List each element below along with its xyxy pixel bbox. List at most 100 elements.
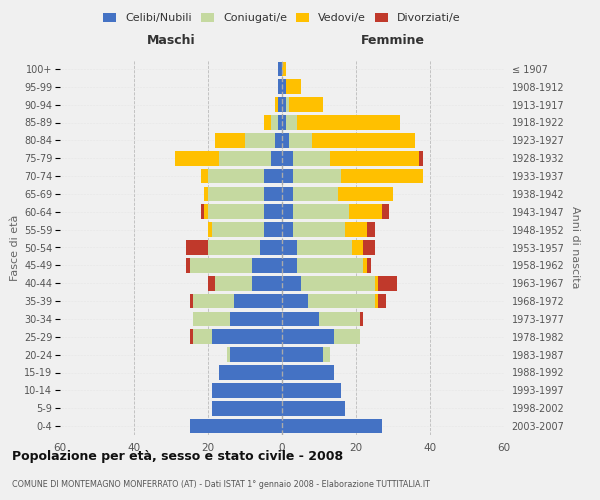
Bar: [367, 222, 374, 237]
Bar: [282, 80, 286, 94]
Bar: [282, 204, 293, 219]
Bar: [219, 365, 282, 380]
Bar: [186, 240, 208, 255]
Bar: [374, 294, 378, 308]
Bar: [253, 276, 282, 290]
Bar: [263, 204, 282, 219]
Bar: [364, 240, 374, 255]
Bar: [245, 133, 275, 148]
Bar: [278, 80, 282, 94]
Bar: [282, 98, 286, 112]
Bar: [367, 258, 371, 272]
Bar: [193, 312, 230, 326]
Bar: [330, 151, 419, 166]
Bar: [293, 222, 345, 237]
Bar: [374, 276, 378, 290]
Bar: [297, 258, 364, 272]
Bar: [341, 168, 422, 184]
Bar: [378, 276, 397, 290]
Bar: [263, 222, 282, 237]
Bar: [352, 240, 364, 255]
Bar: [193, 330, 212, 344]
Bar: [282, 401, 345, 415]
Bar: [204, 186, 208, 201]
Bar: [212, 401, 282, 415]
Bar: [319, 312, 360, 326]
Bar: [271, 151, 282, 166]
Bar: [282, 115, 286, 130]
Bar: [219, 151, 271, 166]
Bar: [212, 222, 263, 237]
Bar: [253, 258, 282, 272]
Bar: [282, 276, 301, 290]
Bar: [382, 204, 389, 219]
Bar: [282, 240, 297, 255]
Bar: [230, 348, 282, 362]
Bar: [282, 365, 334, 380]
Y-axis label: Fasce di età: Fasce di età: [10, 214, 20, 280]
Text: Femmine: Femmine: [361, 34, 425, 48]
Bar: [208, 204, 263, 219]
Bar: [212, 330, 282, 344]
Bar: [337, 186, 393, 201]
Bar: [293, 151, 330, 166]
Bar: [215, 133, 245, 148]
Bar: [208, 168, 263, 184]
Bar: [289, 133, 311, 148]
Bar: [286, 115, 297, 130]
Bar: [301, 276, 374, 290]
Bar: [419, 151, 422, 166]
Bar: [234, 294, 282, 308]
Bar: [286, 80, 301, 94]
Bar: [349, 204, 382, 219]
Bar: [282, 258, 297, 272]
Bar: [263, 168, 282, 184]
Bar: [297, 115, 400, 130]
Bar: [293, 168, 341, 184]
Text: Popolazione per età, sesso e stato civile - 2008: Popolazione per età, sesso e stato civil…: [12, 450, 343, 463]
Bar: [282, 133, 289, 148]
Bar: [175, 151, 219, 166]
Text: COMUNE DI MONTEMAGNO MONFERRATO (AT) - Dati ISTAT 1° gennaio 2008 - Elaborazione: COMUNE DI MONTEMAGNO MONFERRATO (AT) - D…: [12, 480, 430, 489]
Bar: [311, 133, 415, 148]
Bar: [282, 348, 323, 362]
Bar: [208, 240, 260, 255]
Bar: [260, 240, 282, 255]
Bar: [263, 186, 282, 201]
Bar: [230, 312, 282, 326]
Bar: [289, 98, 323, 112]
Bar: [200, 168, 208, 184]
Bar: [278, 98, 282, 112]
Bar: [278, 62, 282, 76]
Bar: [282, 312, 319, 326]
Bar: [282, 186, 293, 201]
Bar: [263, 115, 271, 130]
Bar: [282, 383, 341, 398]
Bar: [282, 62, 286, 76]
Bar: [271, 115, 278, 130]
Bar: [334, 330, 360, 344]
Bar: [286, 98, 289, 112]
Y-axis label: Anni di nascita: Anni di nascita: [570, 206, 580, 289]
Legend: Celibi/Nubili, Coniugati/e, Vedovi/e, Divorziati/e: Celibi/Nubili, Coniugati/e, Vedovi/e, Di…: [99, 8, 465, 28]
Bar: [364, 258, 367, 272]
Bar: [378, 294, 386, 308]
Bar: [190, 419, 282, 434]
Bar: [186, 258, 190, 272]
Bar: [293, 186, 337, 201]
Bar: [282, 151, 293, 166]
Bar: [293, 204, 349, 219]
Bar: [297, 240, 352, 255]
Bar: [282, 294, 308, 308]
Bar: [208, 222, 212, 237]
Bar: [278, 115, 282, 130]
Bar: [282, 168, 293, 184]
Bar: [215, 276, 253, 290]
Bar: [190, 294, 193, 308]
Bar: [200, 204, 204, 219]
Bar: [282, 330, 334, 344]
Bar: [204, 204, 208, 219]
Bar: [275, 133, 282, 148]
Bar: [193, 294, 234, 308]
Bar: [308, 294, 374, 308]
